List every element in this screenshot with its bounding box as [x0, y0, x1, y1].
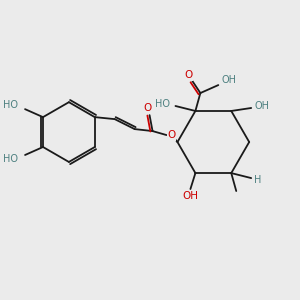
Text: OH: OH	[182, 191, 198, 201]
Text: HO: HO	[3, 100, 18, 110]
Text: HO: HO	[154, 99, 169, 109]
Text: O: O	[167, 130, 175, 140]
Text: HO: HO	[3, 154, 18, 164]
Text: OH: OH	[254, 101, 269, 111]
Text: O: O	[184, 70, 193, 80]
Text: O: O	[143, 103, 152, 113]
Text: H: H	[254, 175, 262, 185]
Text: OH: OH	[221, 75, 236, 85]
